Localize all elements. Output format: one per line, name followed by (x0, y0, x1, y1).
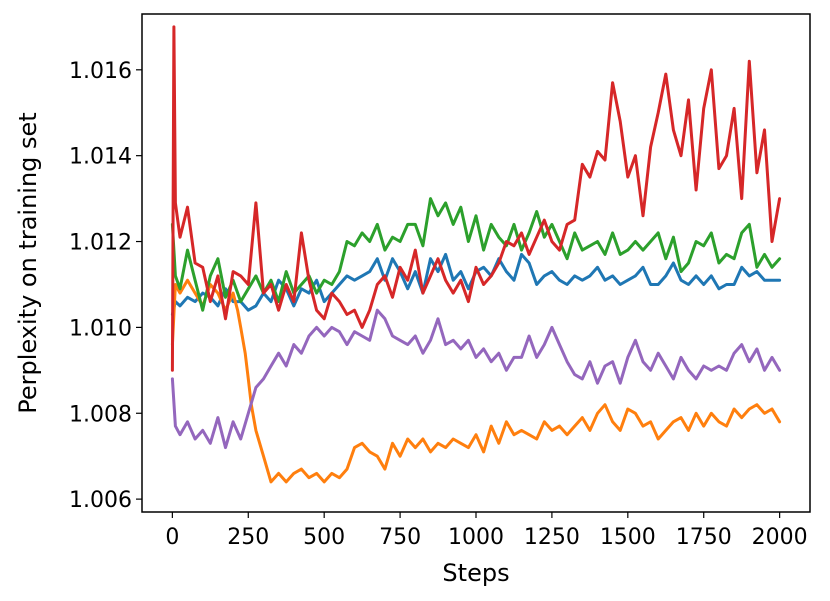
y-tick-label: 1.012 (69, 231, 132, 256)
y-axis-label: Perplexity on training set (14, 112, 42, 413)
x-tick-label: 750 (379, 525, 421, 550)
x-tick-label: 0 (165, 525, 179, 550)
y-tick-label: 1.014 (69, 145, 132, 170)
y-axis: 1.006 1.008 1.010 1.012 1.014 1.016 (69, 59, 142, 513)
y-tick-label: 1.016 (69, 59, 132, 84)
x-tick-label: 1000 (448, 525, 504, 550)
x-tick-label: 1250 (524, 525, 580, 550)
x-tick-label: 1500 (600, 525, 656, 550)
series-layer (170, 25, 782, 484)
series-line-4 (170, 25, 782, 372)
x-tick-label: 250 (227, 525, 269, 550)
x-axis: 0 250 500 750 1000 1250 1500 1750 2000 (165, 512, 808, 550)
x-axis-label: Steps (442, 559, 509, 587)
x-tick-label: 1750 (676, 525, 732, 550)
y-tick-label: 1.010 (69, 316, 132, 341)
x-tick-label: 500 (303, 525, 345, 550)
x-tick-label: 2000 (752, 525, 808, 550)
y-tick-label: 1.006 (69, 488, 132, 513)
series-line-5 (170, 308, 782, 450)
y-tick-label: 1.008 (69, 402, 132, 427)
